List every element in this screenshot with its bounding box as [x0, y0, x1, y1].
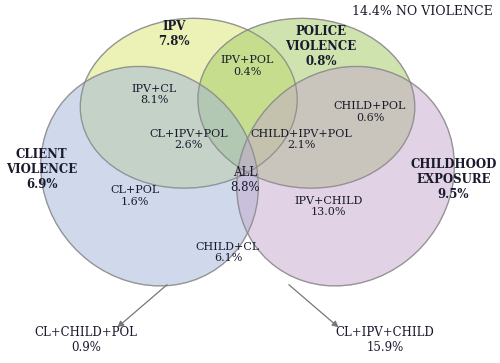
Ellipse shape: [80, 18, 297, 188]
Text: IPV+CL
8.1%: IPV+CL 8.1%: [132, 83, 177, 105]
Text: CHILD+CL
6.1%: CHILD+CL 6.1%: [196, 242, 260, 264]
Text: CHILDHOOD
EXPOSURE
9.5%: CHILDHOOD EXPOSURE 9.5%: [410, 158, 496, 201]
Text: CL+POL
1.6%: CL+POL 1.6%: [110, 185, 160, 207]
Text: CL+IPV+POL
2.6%: CL+IPV+POL 2.6%: [150, 129, 228, 150]
Text: POLICE
VIOLENCE
0.8%: POLICE VIOLENCE 0.8%: [286, 25, 356, 68]
Ellipse shape: [236, 66, 454, 286]
Text: CL+CHILD+POL
0.9%: CL+CHILD+POL 0.9%: [34, 326, 138, 354]
Text: ALL
8.8%: ALL 8.8%: [230, 166, 260, 194]
Text: CL+IPV+CHILD
15.9%: CL+IPV+CHILD 15.9%: [336, 326, 434, 354]
Text: CLIENT
VIOLENCE
6.9%: CLIENT VIOLENCE 6.9%: [6, 147, 78, 191]
Text: IPV+CHILD
13.0%: IPV+CHILD 13.0%: [294, 196, 362, 217]
Text: CHILD+IPV+POL
2.1%: CHILD+IPV+POL 2.1%: [250, 129, 352, 150]
Ellipse shape: [198, 18, 415, 188]
Text: IPV+POL
0.4%: IPV+POL 0.4%: [221, 55, 274, 77]
Text: CHILD+POL
0.6%: CHILD+POL 0.6%: [334, 101, 406, 123]
Ellipse shape: [40, 66, 258, 286]
Text: IPV
7.8%: IPV 7.8%: [158, 20, 190, 48]
Text: 14.4% NO VIOLENCE: 14.4% NO VIOLENCE: [352, 5, 492, 19]
